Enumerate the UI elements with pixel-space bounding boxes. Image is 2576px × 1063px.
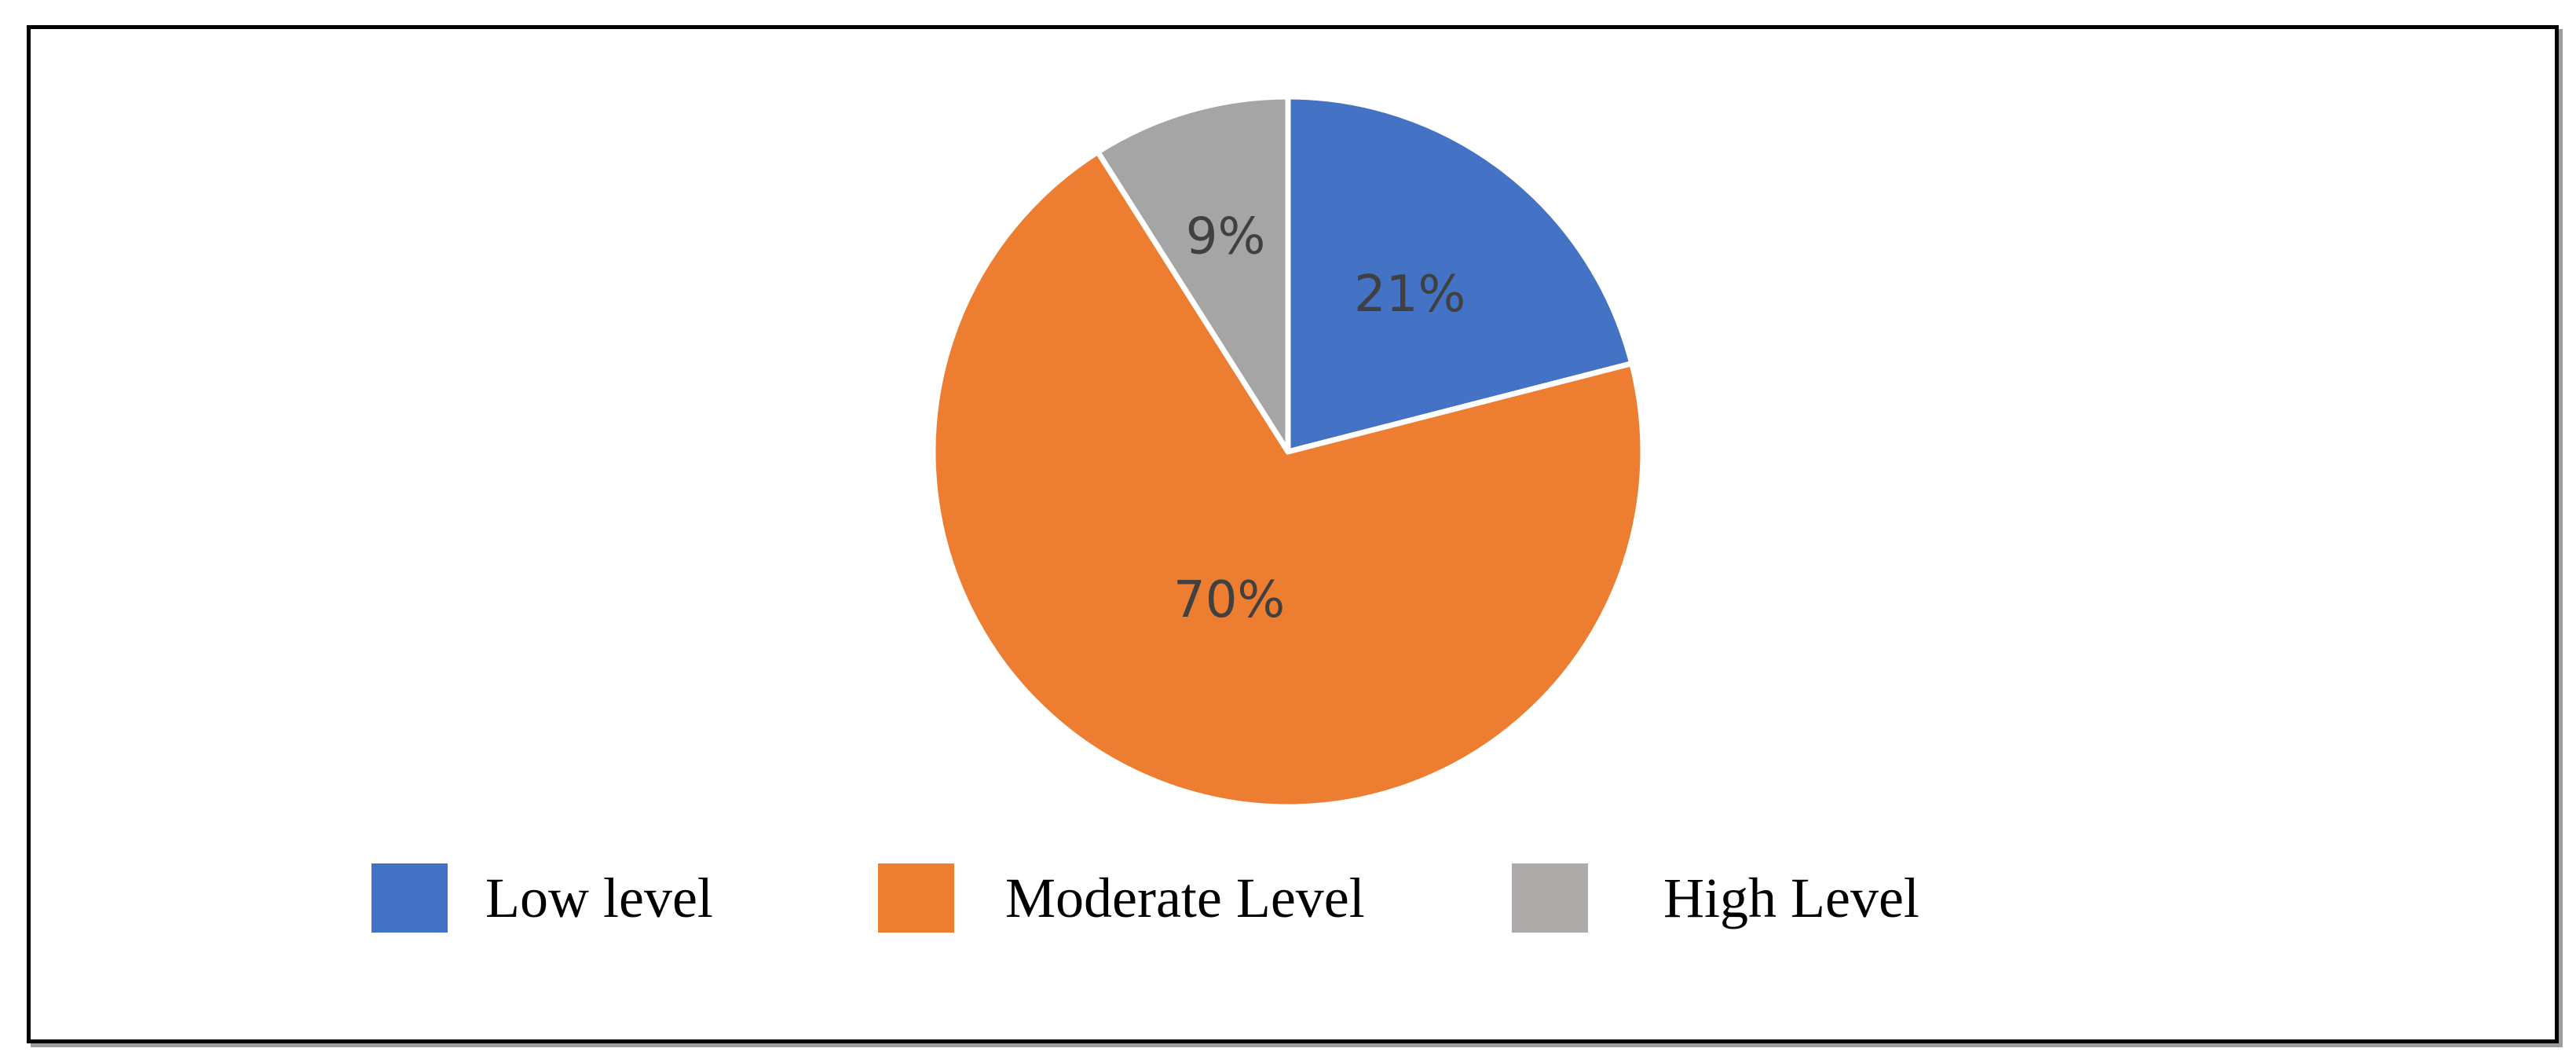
slice-label-low-level: 21% [1354,266,1465,324]
pie-slice-moderate-level [930,148,1646,810]
legend-label-moderate-level: Moderate Level [1005,867,1365,929]
pie-slice-high-level [1095,93,1291,455]
legend-swatch-low-level [371,863,448,933]
slice-label-moderate-level: 70% [1173,571,1285,629]
legend: Low level Moderate Level High Level [371,863,1919,933]
legend-label-low-level: Low level [485,867,713,929]
slice-label-high-level: 9% [1186,208,1266,266]
pie-slice-low-level [1285,93,1635,455]
legend-swatch-high-level [1512,863,1588,933]
legend-label-high-level: High Level [1663,867,1919,929]
legend-swatch-moderate-level [878,863,954,933]
